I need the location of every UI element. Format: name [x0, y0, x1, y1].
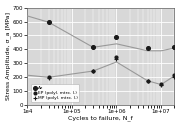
MP (polyl. mtrx. l.): [160, 84, 163, 86]
Az: [115, 36, 118, 38]
Legend: Az, EP (polyl. mtrx. l.), MP (polyl. mtrx. l.): Az, EP (polyl. mtrx. l.), MP (polyl. mtr…: [31, 84, 79, 102]
EP (polyl. mtrx. l.): [47, 76, 50, 78]
MP (polyl. mtrx. l.): [146, 81, 149, 83]
MP (polyl. mtrx. l.): [92, 70, 94, 73]
EP (polyl. mtrx. l.): [146, 80, 149, 82]
MP (polyl. mtrx. l.): [173, 76, 176, 78]
Az: [47, 21, 50, 23]
X-axis label: Cycles to failure, N_f: Cycles to failure, N_f: [69, 116, 133, 121]
MP (polyl. mtrx. l.): [47, 77, 50, 79]
EP (polyl. mtrx. l.): [173, 74, 176, 76]
EP (polyl. mtrx. l.): [92, 70, 94, 72]
MP (polyl. mtrx. l.): [115, 58, 118, 60]
EP (polyl. mtrx. l.): [115, 56, 118, 58]
Az: [146, 47, 149, 49]
Az: [92, 46, 94, 48]
Y-axis label: Stress Amplitude, σ_a [MPa]: Stress Amplitude, σ_a [MPa]: [6, 12, 11, 100]
EP (polyl. mtrx. l.): [160, 83, 163, 85]
Az: [173, 46, 176, 48]
